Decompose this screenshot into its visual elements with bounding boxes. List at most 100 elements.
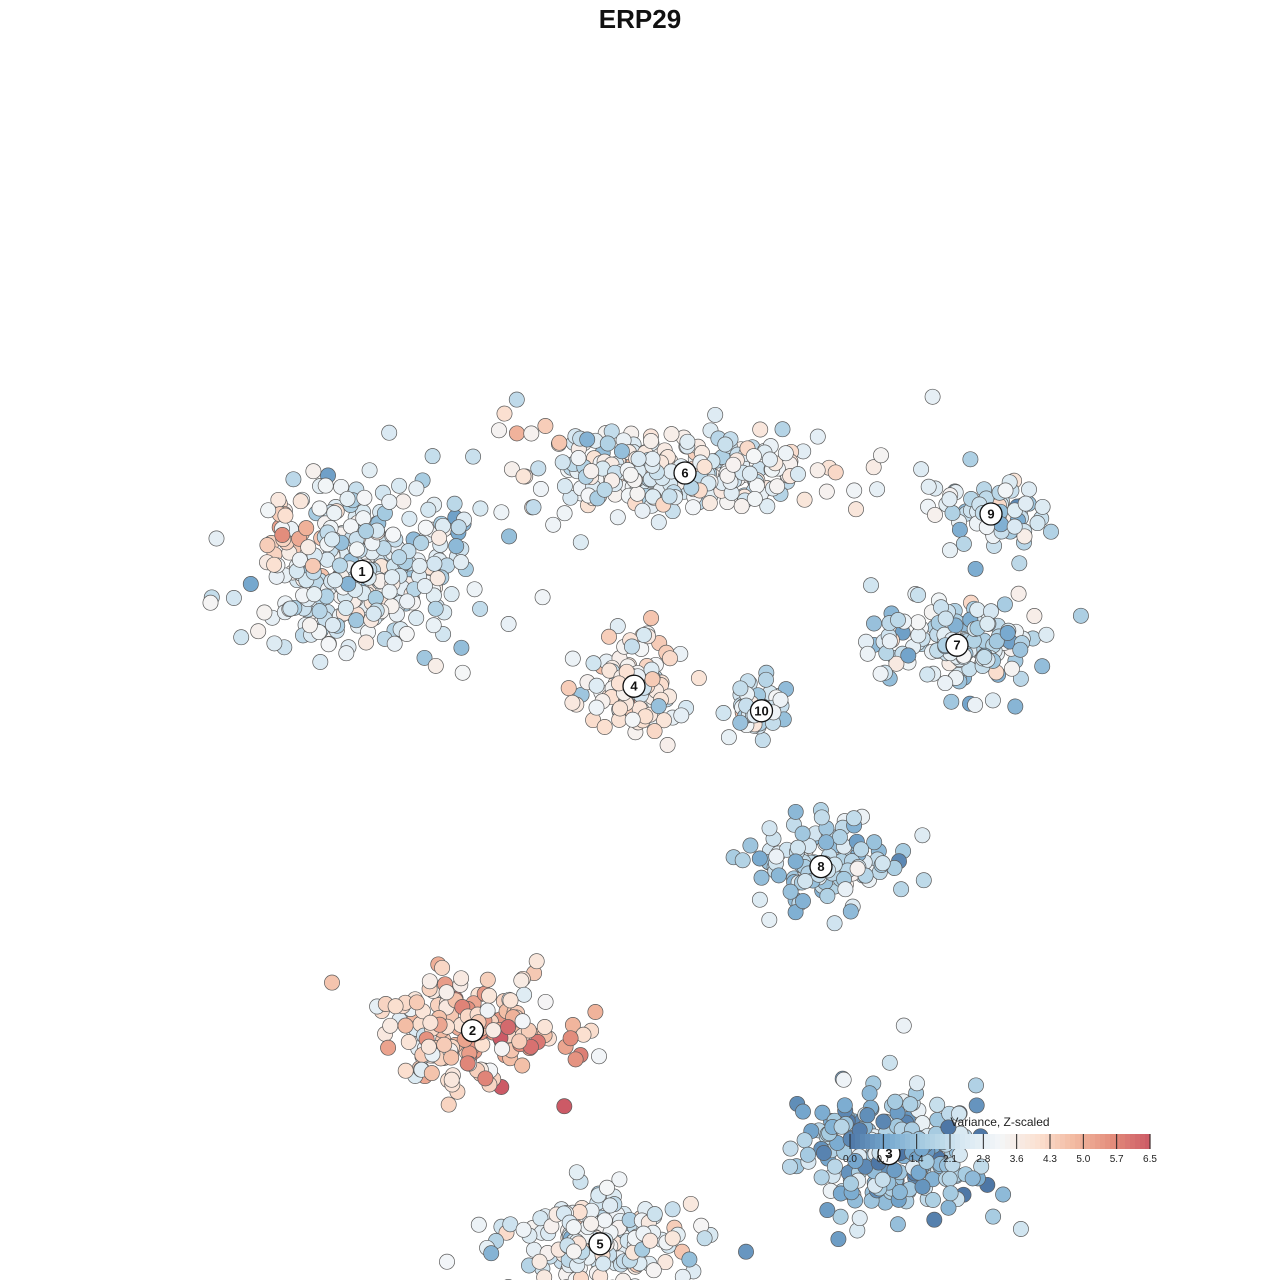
data-point [564, 650, 581, 667]
data-point [968, 1097, 985, 1114]
data-point [1026, 608, 1043, 624]
data-point [985, 1208, 1002, 1225]
legend-color-segment [1090, 1134, 1096, 1149]
data-point [787, 803, 804, 820]
data-point [929, 1096, 946, 1113]
legend-color-segment [1020, 1134, 1026, 1149]
data-point [942, 542, 958, 559]
data-point [973, 1158, 990, 1175]
legend-color-segment [1035, 1134, 1041, 1149]
data-point [794, 825, 811, 842]
data-point [579, 431, 596, 448]
data-point [696, 458, 713, 475]
data-point [567, 1051, 584, 1068]
data-point [902, 1096, 919, 1113]
cluster-label-10: 10 [749, 699, 774, 723]
data-point [942, 1185, 959, 1202]
data-point [733, 498, 750, 515]
legend-color-segment [870, 1134, 876, 1149]
data-point [532, 1210, 549, 1227]
data-point [285, 471, 302, 488]
data-point [790, 466, 806, 483]
data-point [875, 1113, 892, 1130]
data-point [450, 519, 467, 536]
data-point [514, 1013, 531, 1030]
data-point [459, 1055, 476, 1072]
data-point [915, 872, 932, 889]
data-point [585, 655, 602, 672]
data-point [537, 993, 554, 1010]
data-point [741, 465, 758, 482]
data-point [900, 647, 917, 664]
data-point [298, 520, 315, 537]
data-point [679, 433, 696, 450]
data-point [795, 1103, 811, 1120]
data-point [827, 464, 844, 481]
legend-color-segment [955, 1134, 961, 1149]
data-point [381, 424, 398, 441]
legend-color-segment [1025, 1134, 1031, 1149]
legend-color-segment [925, 1134, 931, 1149]
legend-color-segment [970, 1134, 976, 1149]
data-point [477, 1070, 494, 1087]
data-point [516, 986, 533, 1003]
data-point [859, 645, 876, 662]
data-point [609, 509, 626, 526]
data-point [338, 645, 355, 662]
data-point [515, 468, 532, 485]
data-point [913, 461, 930, 478]
legend-ticks: 0.0 0.7 1.4 2.1 2.8 3.6 4.3 5.0 5.7 6.5 [843, 1134, 1157, 1165]
data-point [391, 477, 408, 494]
data-point [865, 459, 882, 476]
data-point [431, 529, 448, 546]
data-point [250, 623, 267, 640]
data-point [818, 483, 835, 500]
data-point [826, 1158, 843, 1175]
data-point [967, 560, 984, 577]
data-point [809, 428, 826, 445]
data-point [438, 984, 455, 1001]
data-point [531, 1253, 548, 1270]
legend-color-segment [990, 1134, 996, 1149]
data-point [815, 1145, 832, 1161]
data-point [847, 1153, 864, 1169]
data-point [851, 1210, 868, 1227]
legend-color-segment [865, 1134, 871, 1149]
legend-color-segment [950, 1134, 956, 1149]
legend-tick-label: 2.1 [943, 1154, 957, 1165]
data-point [292, 493, 309, 510]
data-point [560, 680, 577, 697]
data-point [565, 1219, 582, 1236]
data-point [926, 1211, 943, 1228]
legend-color-segment [1040, 1134, 1046, 1149]
legend-color-segment [935, 1134, 941, 1149]
data-point [436, 1036, 453, 1053]
data-point [881, 1054, 898, 1071]
data-point [454, 664, 471, 681]
data-point [859, 1107, 876, 1124]
data-point [568, 1164, 585, 1181]
data-point [208, 530, 225, 547]
svg-text:5: 5 [596, 1236, 603, 1251]
data-point [874, 1171, 891, 1188]
data-point [408, 480, 425, 497]
data-point [833, 1118, 850, 1135]
data-point [664, 1230, 681, 1247]
data-point [914, 827, 931, 844]
data-point [745, 448, 762, 465]
data-point [837, 881, 854, 898]
legend-color-segment [1135, 1134, 1141, 1149]
data-point [532, 481, 549, 497]
data-point [515, 1221, 532, 1238]
data-point [951, 521, 968, 538]
data-point [291, 551, 308, 568]
data-point [643, 610, 660, 627]
data-point [941, 1170, 958, 1187]
data-point [439, 1253, 455, 1270]
data-point [481, 987, 498, 1004]
data-point [266, 556, 283, 573]
data-point [846, 482, 863, 499]
data-point [772, 691, 789, 708]
data-point [385, 526, 402, 543]
legend-tick-label: 1.4 [910, 1154, 924, 1165]
